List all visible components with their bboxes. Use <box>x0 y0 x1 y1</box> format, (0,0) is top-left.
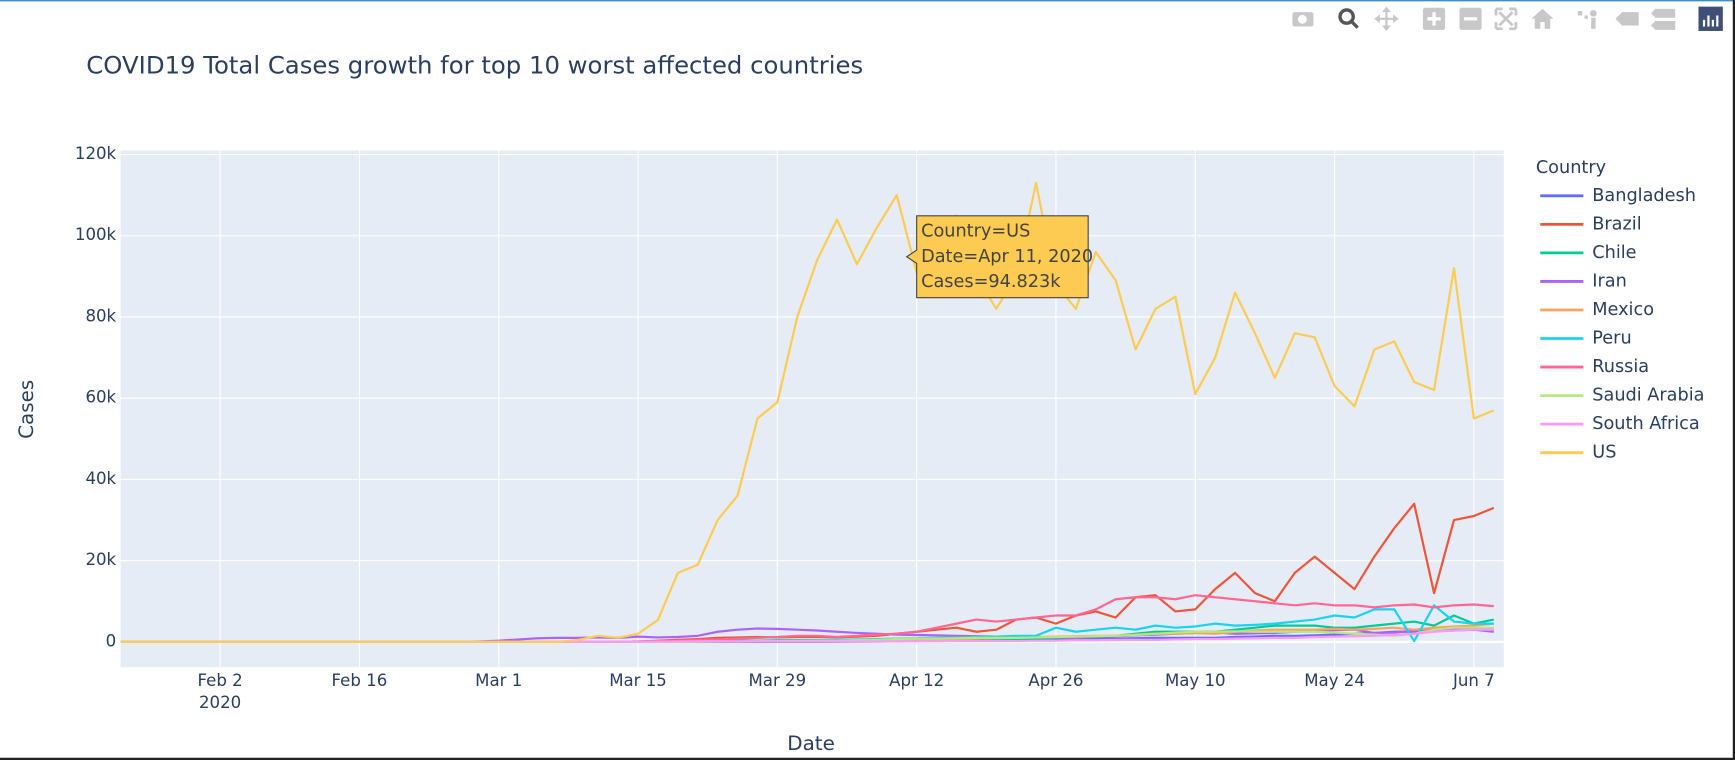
y-axis-title: Cases <box>15 380 38 439</box>
legend-title: Country <box>1536 158 1606 178</box>
legend-item[interactable]: Brazil <box>1540 214 1642 234</box>
legend-item[interactable]: Saudi Arabia <box>1540 386 1705 406</box>
legend-item[interactable]: Mexico <box>1540 300 1654 320</box>
x-tick-label: Mar 1 <box>475 671 522 690</box>
zoom-out-icon[interactable] <box>1459 7 1482 30</box>
x-tick-label: Feb 2 <box>198 671 243 690</box>
x-tick-label: Mar 29 <box>749 671 807 690</box>
zoom-in-icon[interactable] <box>1422 7 1446 30</box>
zoom-icon[interactable] <box>1338 8 1359 29</box>
legend-item[interactable]: Bangladesh <box>1540 186 1696 206</box>
modebar <box>1292 6 1723 31</box>
x-tick-label: Apr 26 <box>1028 671 1083 690</box>
autoscale-icon[interactable] <box>1494 7 1518 31</box>
x-tick-label: Mar 15 <box>609 671 667 690</box>
series-line <box>120 181 1495 644</box>
y-tick-label: 0 <box>106 631 117 650</box>
legend-label: Iran <box>1592 271 1627 291</box>
legend-label: South Africa <box>1592 414 1699 434</box>
legend-label: Saudi Arabia <box>1592 386 1704 406</box>
legend-item[interactable]: US <box>1540 443 1616 463</box>
legend-label: Peru <box>1592 329 1631 349</box>
x-axis-title: Date <box>787 732 835 755</box>
y-tick-label: 40k <box>85 469 116 488</box>
plotly-logo[interactable] <box>1698 6 1723 31</box>
lines <box>120 181 1495 644</box>
hover-box <box>905 215 1089 299</box>
hover-label: Country=US Date=Apr 11, 2020 Cases=94.823k <box>905 215 1093 299</box>
legend-label: Mexico <box>1592 300 1654 320</box>
x-tick-label: Jun 7 <box>1452 671 1495 690</box>
hover-text: Date=Apr 11, 2020 <box>921 247 1093 267</box>
legend: Country Bangladesh Brazil Chile Iran Mexico P… <box>1536 158 1705 463</box>
axes: Feb 2 Feb 16 Mar 1 Mar 15 Mar 29 Apr 12 Apr 26… <box>75 144 1495 712</box>
legend-item[interactable]: Russia <box>1540 357 1649 377</box>
x-tick-label: May 24 <box>1304 671 1365 690</box>
y-tick-label: 100k <box>75 225 117 244</box>
y-tick-label: 120k <box>75 144 117 163</box>
y-tick-label: 60k <box>85 388 116 407</box>
y-tick-label: 80k <box>85 306 116 325</box>
plot-area <box>120 150 1504 668</box>
legend-label: US <box>1592 443 1616 463</box>
legend-item[interactable]: South Africa <box>1540 414 1700 434</box>
pan-icon[interactable] <box>1374 6 1399 31</box>
legend-label: Bangladesh <box>1592 186 1696 206</box>
legend-label: Russia <box>1592 357 1649 377</box>
chart-title: COVID19 Total Cases growth for top 10 wo… <box>86 50 863 79</box>
hover-text: Cases=94.823k <box>921 272 1061 292</box>
legend-label: Brazil <box>1592 214 1641 234</box>
legend-item[interactable]: Chile <box>1540 243 1637 263</box>
legend-item[interactable]: Peru <box>1540 329 1632 349</box>
legend-label: Chile <box>1592 243 1636 263</box>
spike-icon[interactable] <box>1577 9 1597 29</box>
grid <box>120 150 1504 668</box>
x-tick-year-label: 2020 <box>199 693 241 712</box>
x-tick-label: May 10 <box>1165 671 1226 690</box>
hover-compare-icon[interactable] <box>1650 8 1676 30</box>
legend-item[interactable]: Iran <box>1540 271 1627 291</box>
hover-closest-icon[interactable] <box>1615 12 1639 26</box>
x-tick-label: Feb 16 <box>332 671 388 690</box>
y-tick-label: 20k <box>85 550 116 569</box>
hover-text: Country=US <box>921 221 1030 241</box>
camera-icon[interactable] <box>1292 12 1314 27</box>
x-tick-label: Apr 12 <box>889 671 944 690</box>
